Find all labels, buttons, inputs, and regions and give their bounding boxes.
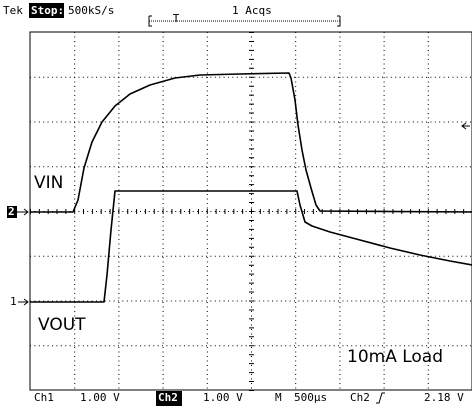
trigger-position: T xyxy=(173,12,180,25)
graticule xyxy=(30,32,472,391)
ch2-badge xyxy=(156,391,182,406)
acquisitions: 1 Acqs xyxy=(232,4,272,17)
trigger-source: Ch2 xyxy=(350,391,370,404)
grid-dots xyxy=(30,32,472,391)
status-badge xyxy=(29,3,64,18)
trace-label: VOUT xyxy=(38,315,86,335)
trace-label: VIN xyxy=(34,173,63,193)
marker-arrow xyxy=(18,298,29,306)
graticule-border xyxy=(29,31,472,391)
channel-marker: 2 xyxy=(8,205,15,218)
vout-trace xyxy=(30,190,472,303)
trigger-level: 2.18 V xyxy=(424,391,464,404)
brand: Tek xyxy=(3,4,23,17)
status: Stop: xyxy=(31,4,64,17)
trigger-level-arrow xyxy=(461,122,470,130)
trigger-slope xyxy=(376,392,385,404)
ch1-scale: 1.00 V xyxy=(80,391,120,404)
record-bracket xyxy=(148,15,341,27)
channel-marker: 1 xyxy=(10,295,17,308)
annotation: 10mA Load xyxy=(347,347,443,367)
sample-rate: 500kS/s xyxy=(68,4,114,17)
marker-arrow xyxy=(17,208,29,216)
ch2-label: Ch2 xyxy=(158,391,178,404)
vin-trace xyxy=(30,72,472,213)
ch2-marker-badge xyxy=(7,206,17,218)
timebase: 500µs xyxy=(294,391,327,404)
timebase-label: M xyxy=(275,391,282,404)
ch1-label: Ch1 xyxy=(34,391,54,404)
ch2-scale: 1.00 V xyxy=(203,391,243,404)
